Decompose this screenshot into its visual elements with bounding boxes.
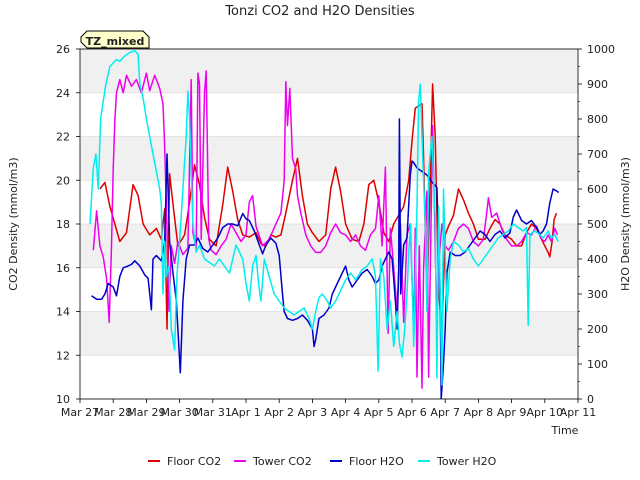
left-tick-label: 20 (56, 174, 70, 187)
x-tick-label: Apr 10 (527, 406, 564, 419)
plot-band (80, 92, 578, 137)
left-y-axis-label: CO2 Density (mmol/m3) (7, 157, 20, 290)
right-tick-label: 800 (587, 113, 608, 126)
x-tick-label: Mar 30 (160, 406, 198, 419)
x-tick-label: Apr 7 (430, 406, 460, 419)
x-tick-label: Apr 6 (397, 406, 427, 419)
right-tick-label: 200 (587, 323, 608, 336)
right-tick-label: 600 (587, 183, 608, 196)
legend-label-tower-h2o: Tower H2O (436, 455, 497, 468)
right-tick-label: 300 (587, 288, 608, 301)
plot-band (80, 355, 578, 399)
right-tick-label: 0 (587, 393, 594, 406)
site-badge-box (80, 30, 150, 49)
legend: Floor CO2 Tower CO2 Floor H2O Tower H2O (148, 455, 497, 468)
right-tick-label: 900 (587, 78, 608, 91)
left-tick-label: 26 (56, 43, 70, 56)
x-tick-label: Mar 28 (94, 406, 132, 419)
series-line-tower-h2o (89, 50, 559, 386)
left-tick-label: 24 (56, 87, 70, 100)
left-y-axis: 10 12 14 16 18 20 22 24 26 (56, 43, 80, 406)
series-layer (89, 50, 560, 399)
plot-band (80, 49, 578, 93)
x-tick-label: Apr 2 (264, 406, 294, 419)
plot-area-background (80, 49, 578, 399)
right-tick-label: 400 (587, 253, 608, 266)
x-tick-label: Apr 8 (464, 406, 494, 419)
right-tick-label: 1000 (587, 43, 615, 56)
left-tick-label: 16 (56, 262, 70, 275)
x-tick-label: Apr 5 (364, 406, 394, 419)
legend-label-floor-h2o: Floor H2O (349, 455, 404, 468)
left-tick-label: 12 (56, 349, 70, 362)
series-line-floor-h2o (91, 118, 560, 399)
right-tick-label: 700 (587, 148, 608, 161)
x-tick-label: Apr 11 (560, 406, 597, 419)
x-axis-label: Time (551, 424, 579, 437)
x-tick-label: Apr 3 (298, 406, 328, 419)
x-tick-label: Apr 1 (231, 406, 261, 419)
right-tick-label: 500 (587, 218, 608, 231)
site-badge-text: TZ_mixed (86, 35, 145, 48)
left-tick-label: 14 (56, 306, 70, 319)
x-tick-label: Mar 27 (61, 406, 99, 419)
x-tick-label: Mar 31 (194, 406, 232, 419)
chart-title: Tonzi CO2 and H2O Densities (224, 4, 415, 19)
legend-label-floor-co2: Floor CO2 (167, 455, 221, 468)
left-tick-label: 18 (56, 218, 70, 231)
right-y-axis-label: H2O Density (mmol/m3) (619, 157, 632, 291)
site-badge: TZ_mixed (80, 30, 150, 49)
x-tick-label: Mar 29 (127, 406, 165, 419)
left-tick-label: 22 (56, 131, 70, 144)
left-tick-label: 10 (56, 393, 70, 406)
x-tick-label: Apr 4 (331, 406, 361, 419)
x-tick-label: Apr 9 (497, 406, 527, 419)
plot-band (80, 136, 578, 181)
legend-label-tower-co2: Tower CO2 (252, 455, 312, 468)
right-y-axis: 0 100 200 300 400 500 600 700 800 900 1000 (578, 43, 615, 406)
right-tick-label: 100 (587, 358, 608, 371)
plot-band (80, 311, 578, 356)
series-line-tower-co2 (92, 70, 559, 389)
